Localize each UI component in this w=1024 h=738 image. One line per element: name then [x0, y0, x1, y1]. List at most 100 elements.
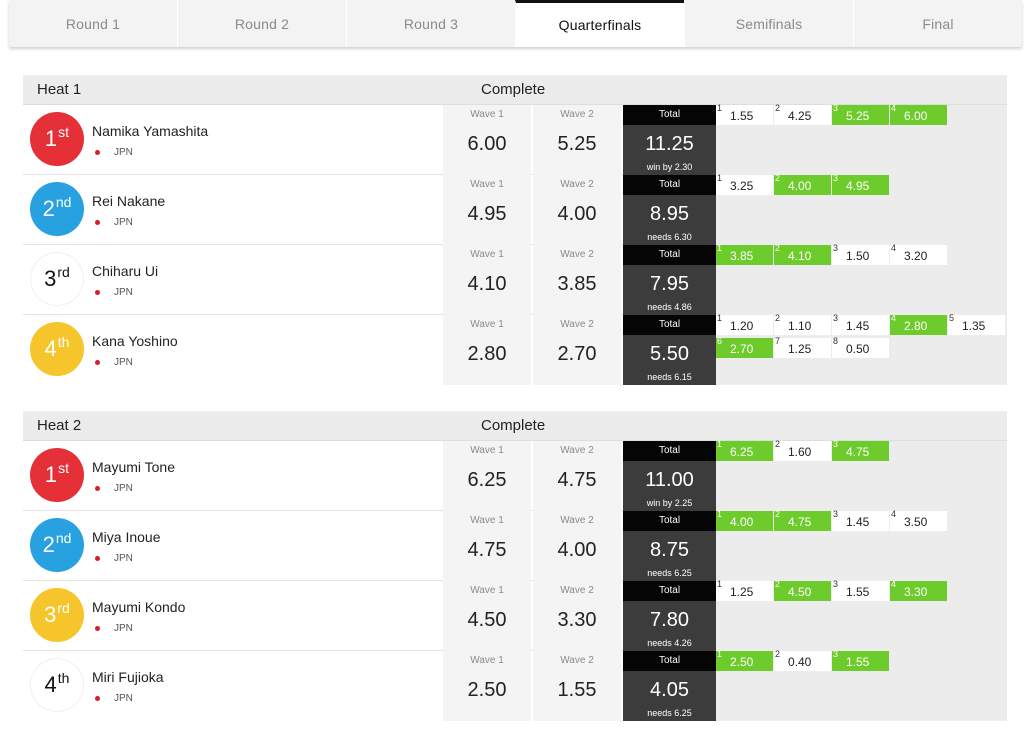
wave-score-cell[interactable]: 2 0.40 [774, 649, 831, 671]
wave-score-cell[interactable]: 1 3.25 [716, 173, 773, 195]
total-score: Total 8.95 needs 6.30 [623, 175, 716, 245]
wave-number: 4 [891, 243, 897, 253]
wave-number: 5 [949, 313, 955, 323]
wave-value: 1.60 [788, 445, 812, 459]
athlete-name[interactable]: Kana Yoshino [92, 333, 178, 349]
wave-score-cell[interactable]: 1 1.20 [716, 313, 773, 335]
wave-2-score: 4.00 [557, 203, 597, 225]
total-note: win by 2.30 [646, 162, 693, 172]
japan-flag-icon [93, 358, 102, 367]
rank-number: 1 [44, 126, 58, 151]
wave-score-cell[interactable]: 3 1.50 [832, 243, 889, 265]
wave-score-cell[interactable]: 3 4.75 [832, 439, 889, 461]
tab-round-1[interactable]: Round 1 [65, 15, 121, 32]
wave-score-cell[interactable]: 3 1.55 [832, 649, 889, 671]
athlete-country: JPN [93, 693, 133, 704]
wave-scores: 1 3.85 2 4.10 3 1.50 4 3.20 [716, 243, 1007, 315]
wave-score-cell[interactable]: 6 2.70 [716, 336, 773, 358]
tab-quarterfinals[interactable]: Quarterfinals [515, 0, 684, 47]
wave-score-cell[interactable]: 2 1.10 [774, 313, 831, 335]
wave-score-cell[interactable]: 2 4.50 [774, 579, 831, 601]
wave-score-cell[interactable]: 7 1.25 [774, 336, 831, 358]
athlete-name[interactable]: Mayumi Kondo [92, 599, 186, 615]
tab-round-2[interactable]: Round 2 [177, 0, 346, 47]
wave-value: 3.25 [730, 179, 754, 193]
country-code: JPN [114, 623, 133, 634]
wave-score-cell[interactable]: 3 1.55 [832, 579, 889, 601]
wave-number: 2 [775, 103, 781, 113]
athlete-name[interactable]: Mayumi Tone [92, 459, 176, 475]
wave-score-cell[interactable]: 5 1.35 [948, 313, 1005, 335]
wave-2-score: 5.25 [557, 133, 597, 155]
best-wave-2: Wave 2 2.70 [533, 315, 621, 385]
wave-score-cell[interactable]: 3 1.45 [832, 313, 889, 335]
wave-2-score: 4.75 [557, 469, 597, 491]
wave-score-cell[interactable]: 1 6.25 [716, 439, 773, 461]
wave-score-cell[interactable]: 1 2.50 [716, 649, 773, 671]
wave-score-cell[interactable]: 2 4.75 [774, 509, 831, 531]
wave-score-cell[interactable]: 2 1.60 [774, 439, 831, 461]
wave-score-cell[interactable]: 4 2.80 [890, 313, 947, 335]
tab-round-3[interactable]: Round 3 [346, 0, 515, 47]
rank-suffix: st [58, 460, 70, 476]
wave-number: 2 [775, 173, 781, 183]
wave-score-cell[interactable]: 3 4.95 [832, 173, 889, 195]
tab-semifinals[interactable]: Semifinals [684, 0, 853, 47]
wave-value: 1.45 [846, 515, 870, 529]
rank-suffix: th [57, 670, 70, 686]
wave-score-cell[interactable]: 2 4.25 [774, 103, 831, 125]
wave-score-cell[interactable]: 1 1.25 [716, 579, 773, 601]
athlete-name[interactable]: Rei Nakane [92, 193, 166, 209]
wave-score-cell[interactable]: 4 3.30 [890, 579, 947, 601]
wave-score-cell[interactable]: 1 1.55 [716, 103, 773, 125]
tab-final[interactable]: Final [853, 0, 1022, 47]
total-note: needs 6.15 [647, 372, 692, 382]
wave-score-cell[interactable]: 2 4.00 [774, 173, 831, 195]
wave-2-label: Wave 2 [560, 515, 594, 526]
wave-score-cell[interactable]: 2 4.10 [774, 243, 831, 265]
wave-number: 2 [775, 509, 781, 519]
athlete-country: JPN [93, 147, 133, 158]
wave-score-cell[interactable]: 1 3.85 [716, 243, 773, 265]
wave-2-score: 3.85 [557, 273, 597, 295]
best-wave-1: Wave 1 4.10 [443, 245, 531, 315]
total-note: win by 2.25 [646, 498, 693, 508]
total-note: needs 6.25 [647, 708, 692, 718]
wave-scores: 1 1.20 2 1.10 3 1.45 4 2.80 5 1.35 6 2.70 7 1.25 8 0.50 [716, 313, 1007, 385]
wave-1-score: 2.50 [467, 679, 507, 701]
wave-number: 3 [833, 103, 839, 113]
wave-score-cell[interactable]: 4 3.50 [890, 509, 947, 531]
wave-1-score: 4.75 [467, 539, 507, 561]
japan-flag-icon [93, 694, 102, 703]
athlete-name[interactable]: Miya Inoue [92, 529, 161, 545]
wave-value: 4.75 [846, 445, 870, 459]
wave-score-cell[interactable]: 3 1.45 [832, 509, 889, 531]
wave-score-cell[interactable]: 1 4.00 [716, 509, 773, 531]
country-code: JPN [114, 553, 133, 564]
athlete-name[interactable]: Chiharu Ui [92, 263, 159, 279]
wave-1-score: 2.80 [467, 343, 507, 365]
athlete-name[interactable]: Namika Yamashita [92, 123, 209, 139]
wave-score-cell[interactable]: 4 3.20 [890, 243, 947, 265]
wave-score-cell[interactable]: 3 5.25 [832, 103, 889, 125]
wave-score-cell[interactable]: 8 0.50 [832, 336, 889, 358]
wave-number: 7 [775, 336, 781, 346]
wave-2-score: 2.70 [557, 343, 597, 365]
wave-number: 1 [717, 509, 723, 519]
athlete-name[interactable]: Miri Fujioka [92, 669, 164, 685]
heat-title: Heat 2 [37, 417, 82, 434]
wave-score-cell[interactable]: 4 6.00 [890, 103, 947, 125]
wave-2-label: Wave 2 [560, 319, 594, 330]
wave-number: 3 [833, 439, 839, 449]
rank-suffix: nd [55, 194, 72, 210]
wave-value: 1.35 [962, 319, 986, 333]
